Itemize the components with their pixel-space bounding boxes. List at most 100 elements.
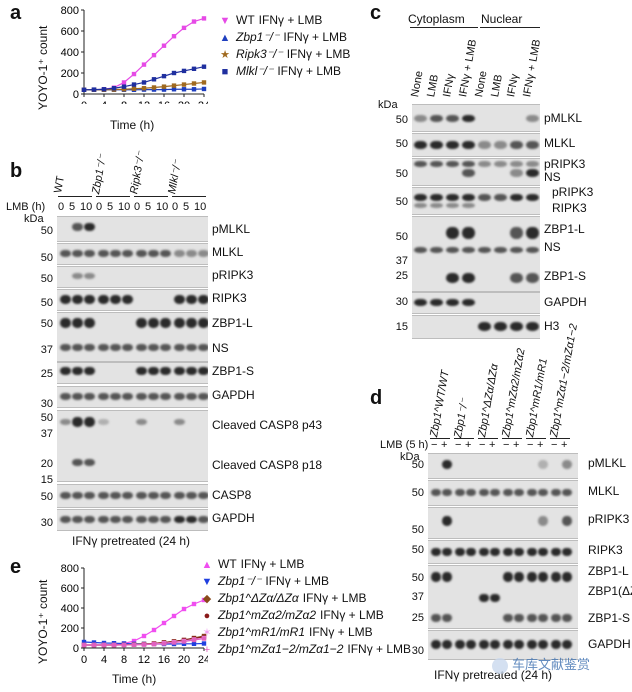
data-point (161, 73, 167, 79)
band (72, 367, 83, 375)
lmb-time: 0 (134, 201, 141, 213)
y-tick-label: 200 (61, 623, 79, 635)
band (186, 492, 197, 499)
data-point (91, 640, 97, 645)
genotype-underline (526, 438, 546, 439)
band (551, 640, 561, 649)
band (84, 273, 95, 279)
x-tick-label: 16 (158, 100, 170, 104)
y-tick-label: 200 (61, 68, 79, 80)
blot-label: pRIPK3 (552, 185, 594, 199)
y-tick-label: 600 (61, 26, 79, 38)
band (510, 227, 523, 239)
data-point (161, 620, 167, 626)
blot-label: pMLKL (544, 111, 583, 125)
watermark-icon (492, 657, 508, 674)
band (110, 393, 121, 400)
band (84, 318, 95, 328)
data-point (181, 82, 187, 87)
band (462, 273, 475, 283)
mw-marker: 50 (411, 544, 424, 556)
band (72, 273, 83, 279)
blot-strip (412, 133, 540, 157)
band (186, 344, 197, 351)
band (494, 161, 507, 167)
panel-e-chart: 0 200 400 600 800 0 4 8 12 16 20 24 (61, 564, 208, 666)
blot-strip (412, 158, 540, 186)
lmb-sign: + (441, 439, 448, 451)
band (551, 548, 561, 556)
band (430, 141, 443, 149)
blot-strip (57, 289, 208, 311)
blot-strip (412, 216, 540, 292)
band (446, 115, 459, 122)
band (72, 417, 83, 427)
blot-label: RIPK3 (588, 543, 623, 557)
band (479, 489, 489, 496)
data-point (161, 43, 167, 48)
legend-treatment: IFNγ + LMB (286, 47, 351, 61)
band (551, 614, 561, 622)
band (98, 295, 109, 304)
band (198, 367, 208, 375)
blot-label: pRIPK3 (588, 512, 630, 526)
band (110, 344, 121, 351)
band (538, 572, 548, 582)
mw-marker: 25 (395, 270, 408, 282)
band (526, 227, 539, 239)
legend-genotype: Zbp1^ΔZα/ΔZα (218, 591, 299, 605)
band (84, 250, 95, 257)
data-point (201, 597, 207, 603)
blot-label: MLKL (544, 136, 576, 150)
data-point (111, 642, 117, 648)
band (430, 194, 443, 201)
band (136, 318, 147, 328)
panel-c-nuclear-line (480, 27, 540, 28)
band (122, 250, 133, 257)
band (510, 273, 523, 283)
blot-label: NS (212, 341, 229, 355)
data-point (81, 87, 87, 92)
legend-item: ◆ Zbp1^ΔZα/ΔZα IFNγ + LMB (200, 591, 367, 605)
band (414, 141, 427, 149)
band (431, 640, 441, 649)
blot-strip (412, 292, 540, 314)
panel-e-x-title: Time (h) (112, 672, 157, 686)
blot-label: NS (544, 170, 561, 184)
data-point (141, 62, 147, 67)
band (160, 516, 171, 523)
band (510, 169, 523, 177)
panel-d-lmb-header: LMB (5 h) (380, 439, 429, 451)
band (562, 572, 572, 582)
band (462, 115, 475, 122)
band (98, 419, 109, 425)
data-point (141, 642, 147, 647)
band (414, 194, 427, 201)
panel-c-cytoplasm-line (410, 27, 478, 28)
data-point (181, 639, 187, 644)
band (198, 492, 208, 499)
legend-marker-icon: ✶ (202, 627, 212, 639)
band (446, 273, 459, 283)
legend-item: ● Zbp1^mZα2/mZα2 IFNγ + LMB (200, 608, 384, 622)
panel-e-label: e (10, 556, 22, 578)
band (462, 169, 475, 177)
band (430, 203, 443, 208)
band (98, 250, 109, 257)
band (510, 247, 523, 253)
legend-treatment: IFNγ + LMB (240, 557, 305, 571)
band (442, 614, 452, 622)
blot-strip (57, 509, 208, 531)
band (431, 489, 441, 496)
band (526, 161, 539, 167)
x-tick-label: 20 (178, 100, 190, 104)
legend-marker-icon: ■ (221, 66, 229, 78)
blot-strip (57, 312, 208, 362)
blot-strip (57, 362, 208, 384)
x-tick-label: 12 (138, 654, 150, 666)
band (414, 161, 427, 167)
blot-strip (412, 187, 540, 215)
band (527, 489, 537, 496)
blot-label: MLKL (588, 484, 620, 498)
